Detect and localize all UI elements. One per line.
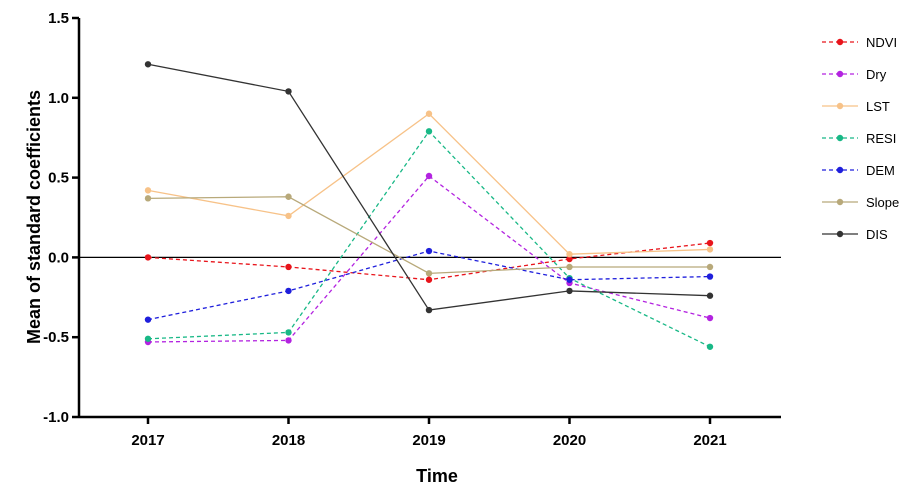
data-point-slope [706,263,714,271]
data-point-resi [706,343,714,350]
data-point-slope [425,270,433,277]
data-point-resi [144,335,152,342]
data-point-dis [566,287,573,295]
data-point-dry [425,172,433,180]
data-point-resi [425,128,433,135]
legend-label-resi: RESI [866,131,896,146]
series-line-lst [147,112,711,255]
data-point-ndvi [566,255,573,263]
series-markers [144,61,714,350]
x-tick-label: 2018 [272,432,305,449]
legend-label-dry: Dry [866,67,887,82]
data-point-lst [144,187,152,194]
y-tick-label: -0.5 [43,329,69,346]
legend-marker-dis [836,230,844,238]
axes [77,18,781,419]
data-point-ndvi [285,263,292,271]
legend-label-slope: Slope [866,195,899,210]
x-tick-label: 2019 [412,432,445,449]
series-line-slope [147,196,710,275]
data-point-dis [425,306,433,314]
data-point-lst [566,251,573,258]
data-point-dem [566,276,573,283]
data-point-dem [144,316,152,323]
series-line-dry [147,175,711,343]
ticks: -1.0 -0.5 0.0 0.5 1.0 1.5 2017 2018 2019 2020 2021 [43,10,727,449]
data-point-resi [285,329,292,336]
data-point-ndvi [425,276,433,283]
legend-marker-ndvi [836,38,844,46]
series-lines [147,63,711,348]
data-point-dem [425,247,433,255]
data-point-dis [144,61,152,68]
data-point-dis [706,292,714,299]
y-tick-label: -1.0 [43,409,69,426]
x-axis-title: Time [416,466,458,486]
legend-marker-slope [836,198,844,206]
y-tick-label: 0.5 [48,170,69,187]
y-axis-title: Mean of standard coefficients [24,90,44,344]
y-tick-label: 1.0 [48,90,69,107]
data-point-lst [285,212,292,220]
legend-marker-resi [836,134,844,142]
legend-label-lst: LST [866,99,890,114]
series-line-resi [147,130,711,348]
data-point-dem [706,273,714,280]
legend-marker-lst [836,102,844,110]
y-tick-label: 0.0 [48,249,69,266]
data-point-dry [706,314,714,322]
legend: NDVI Dry LST RESI DEM Slope DIS [822,35,899,242]
data-point-dry [285,337,292,344]
data-point-dis [285,88,292,95]
data-point-dem [285,287,292,295]
x-tick-label: 2017 [131,432,164,449]
data-point-ndvi [706,239,714,247]
y-tick-label: 1.5 [48,10,69,27]
legend-marker-dem [836,166,844,174]
data-point-slope [144,195,152,202]
legend-label-dis: DIS [866,227,888,242]
data-point-ndvi [144,254,152,261]
legend-label-ndvi: NDVI [866,35,897,50]
data-point-slope [566,263,573,271]
x-tick-label: 2020 [553,432,586,449]
legend-label-dem: DEM [866,163,895,178]
data-point-lst [425,110,433,117]
x-tick-label: 2021 [693,432,726,449]
data-point-lst [706,246,714,253]
legend-marker-dry [836,70,844,78]
data-point-slope [285,193,292,200]
